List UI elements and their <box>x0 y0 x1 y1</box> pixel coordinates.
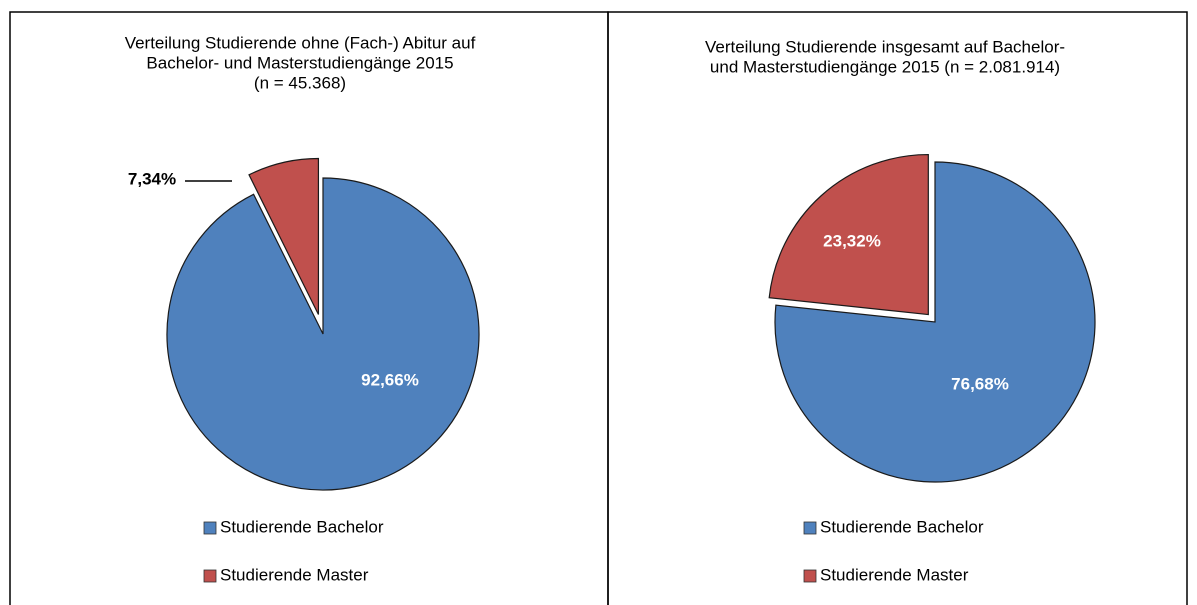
legend-swatch <box>803 569 817 583</box>
pie-slice <box>248 157 320 315</box>
value-label: 92,66% <box>361 370 419 389</box>
chart-title: und Masterstudiengänge 2015 (n = 2.081.9… <box>710 57 1060 76</box>
value-label: 7,34% <box>128 169 176 188</box>
pie-slice <box>166 177 480 491</box>
pie-slice <box>768 153 929 316</box>
chart-title: Verteilung Studierende insgesamt auf Bac… <box>705 37 1065 56</box>
legend-label: Studierende Master <box>220 565 369 584</box>
legend-swatch <box>203 521 217 535</box>
chart-title: (n = 45.368) <box>254 73 346 92</box>
value-label: 23,32% <box>823 231 881 250</box>
pie-slice <box>774 161 1096 483</box>
legend-label: Studierende Master <box>820 565 969 584</box>
value-label: 76,68% <box>951 374 1009 393</box>
panel-border <box>607 11 1188 605</box>
legend-swatch <box>803 521 817 535</box>
chart-title: Verteilung Studierende ohne (Fach-) Abit… <box>125 33 476 52</box>
legend-swatch <box>203 569 217 583</box>
chart-title: Bachelor- und Masterstudiengänge 2015 <box>146 53 453 72</box>
legend-label: Studierende Bachelor <box>220 517 384 536</box>
legend-label: Studierende Bachelor <box>820 517 984 536</box>
